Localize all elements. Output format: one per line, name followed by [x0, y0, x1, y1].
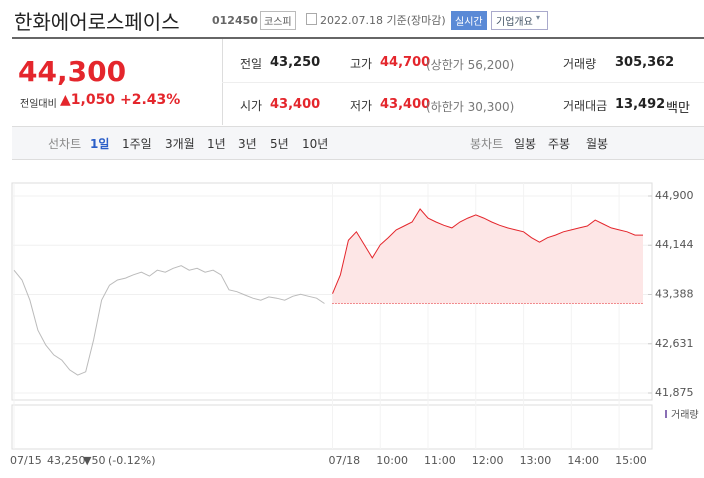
realtime-button[interactable]: 실시간 — [451, 11, 487, 30]
tab[interactable]: 3개월 — [165, 137, 195, 151]
line — [13, 265, 325, 376]
dropdown-icon: ▾ — [536, 13, 541, 22]
x-tick-label: 10:00 — [376, 454, 408, 467]
stat-value: 44,700 — [380, 55, 431, 70]
stat-sub: (상한가 56,200) — [426, 58, 515, 72]
stat-label: 시가 — [240, 99, 263, 113]
area — [332, 209, 643, 304]
stat-value: 13,492 — [615, 97, 666, 112]
stat-value: 43,400 — [380, 97, 431, 112]
volume-label: 거래량 — [671, 409, 699, 421]
tab-bar: 선차트 1일 1주일 3개월 1년 3년 5년 10년 봉차트 일봉 주봉 월봉 — [12, 126, 704, 160]
y-tick-label: 44,900 — [655, 189, 694, 202]
tab[interactable]: 일봉 — [514, 137, 537, 151]
company-name: 한화에어로스페이스 — [14, 10, 180, 34]
tab: 봉차트 — [470, 137, 504, 151]
line — [332, 208, 643, 294]
legend-price: 43,250 — [47, 454, 86, 467]
change-rate: +2.43% — [120, 92, 181, 108]
tab[interactable]: 1년 — [207, 137, 226, 151]
date: 2022.07.18 기준(장마감) — [320, 14, 446, 27]
tab[interactable]: 주봉 — [548, 137, 571, 151]
legend-change: ▼50 — [83, 454, 105, 467]
stock-code: 012450 — [212, 14, 258, 27]
x-tick-label: 07/18 — [328, 454, 360, 467]
tab[interactable]: 월봉 — [586, 137, 609, 151]
change-label: 전일대비 — [20, 99, 57, 110]
x-tick-label: 15:00 — [615, 454, 647, 467]
x-tick-label: 12:00 — [472, 454, 504, 467]
stat-label: 거래량 — [563, 57, 597, 71]
stat-label: 고가 — [350, 57, 373, 71]
tab[interactable]: 10년 — [302, 137, 329, 151]
stat-label: 전일 — [240, 57, 263, 71]
y-tick-label: 43,388 — [655, 287, 694, 300]
stat-unit: 백만 — [666, 101, 690, 116]
overview-button[interactable]: 기업개요 — [491, 11, 548, 30]
calendar-icon — [306, 13, 317, 25]
tab: 선차트 — [48, 137, 82, 151]
stat-value: 305,362 — [615, 55, 675, 70]
y-tick-label: 42,631 — [655, 337, 694, 350]
x-tick-label: 11:00 — [424, 454, 456, 467]
market-badge: 코스피 — [260, 11, 296, 30]
tab[interactable]: 1주일 — [122, 137, 152, 151]
tab[interactable]: 3년 — [238, 137, 257, 151]
x-tick-label: 13:00 — [520, 454, 552, 467]
tab[interactable]: 5년 — [270, 137, 289, 151]
x-tick-label: 07/15 — [10, 454, 42, 467]
stat-value: 43,250 — [270, 55, 321, 70]
stat-label: 거래대금 — [563, 99, 608, 113]
stat-value: 43,400 — [270, 97, 321, 112]
tab[interactable]: 1일 — [90, 137, 110, 151]
divider — [222, 82, 704, 83]
x-tick-label: 14:00 — [567, 454, 599, 467]
y-tick-label: 44,144 — [655, 238, 694, 251]
change: ▲1,050 — [60, 92, 116, 108]
price: 44,300 — [18, 55, 127, 88]
stat-label: 저가 — [350, 99, 373, 113]
legend-rate: (-0.12%) — [108, 454, 156, 467]
header-rule — [12, 37, 704, 39]
stat-sub: (하한가 30,300) — [426, 100, 515, 114]
y-tick-label: 41,875 — [655, 386, 694, 399]
volume-legend-icon — [665, 410, 667, 418]
